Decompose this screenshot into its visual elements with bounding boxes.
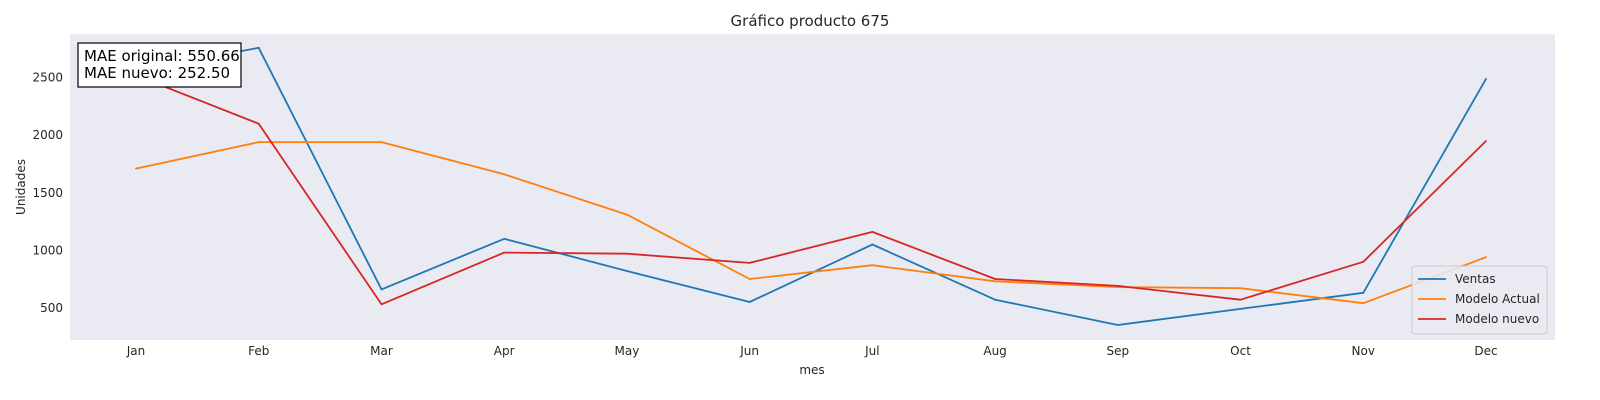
- data-point-modelo-actual: [1362, 302, 1365, 305]
- plot-area: [70, 34, 1555, 340]
- series-layer: [135, 46, 1487, 326]
- data-point-modelo-nuevo: [626, 252, 628, 255]
- chart-title: Gráfico producto 675: [731, 12, 890, 30]
- data-point-ventas: [1116, 324, 1119, 326]
- data-point-modelo-nuevo: [503, 251, 506, 254]
- data-point-modelo-nuevo: [257, 122, 260, 125]
- legend-box: [1411, 265, 1548, 335]
- data-point-modelo-nuevo: [1362, 260, 1365, 263]
- legend-label: Modelo Actual: [1455, 292, 1540, 306]
- data-point-modelo-nuevo: [748, 262, 751, 264]
- data-point-modelo-actual: [626, 213, 628, 216]
- x-tick-label: Jun: [739, 344, 759, 358]
- data-point-ventas: [1485, 77, 1487, 80]
- data-point-modelo-actual: [871, 264, 874, 267]
- x-axis-ticks: Jan Feb Mar Apr May Jun Jul Aug Sep Oct Nov Dec: [126, 344, 1498, 358]
- y-tick-label: 2500: [32, 71, 63, 85]
- annotation-line-1: MAE original: 550.66: [84, 47, 240, 65]
- data-point-modelo-actual: [257, 141, 260, 144]
- x-axis-label: mes: [799, 363, 824, 377]
- annotation-box: [77, 42, 242, 88]
- data-point-modelo-actual: [135, 167, 137, 170]
- x-tick-label: Oct: [1230, 344, 1251, 358]
- data-point-modelo-nuevo: [1239, 298, 1242, 301]
- y-tick-label: 1500: [32, 186, 63, 200]
- data-point-ventas: [1239, 308, 1242, 310]
- data-point-modelo-nuevo: [380, 303, 383, 306]
- data-point-modelo-actual: [994, 280, 996, 283]
- data-point-ventas: [380, 288, 383, 291]
- data-point-modelo-nuevo: [1485, 140, 1487, 142]
- data-point-modelo-actual: [1485, 256, 1487, 259]
- data-point-modelo-nuevo: [994, 278, 996, 280]
- data-point-ventas: [503, 237, 506, 240]
- data-point-ventas: [1362, 291, 1365, 294]
- data-point-modelo-nuevo: [1116, 285, 1119, 287]
- series-line-ventas: [135, 46, 1487, 326]
- x-tick-label: Jan: [126, 344, 146, 358]
- data-point-modelo-actual: [380, 141, 383, 144]
- data-point-ventas: [871, 243, 874, 246]
- x-tick-label: Sep: [1107, 344, 1130, 358]
- data-point-ventas: [626, 270, 628, 272]
- x-tick-label: Aug: [983, 344, 1006, 358]
- x-tick-label: Mar: [370, 344, 393, 358]
- y-axis-ticks: 500 1000 1500 2000 2500: [32, 71, 63, 315]
- series-line-modelo-nuevo: [135, 74, 1487, 306]
- x-tick-label: Nov: [1352, 344, 1375, 358]
- x-tick-label: Apr: [494, 344, 515, 358]
- data-point-ventas: [748, 301, 751, 303]
- y-tick-label: 1000: [32, 243, 63, 257]
- data-point-modelo-nuevo: [871, 230, 874, 233]
- mae-annotation: MAE original: 550.66 MAE nuevo: 252.50: [77, 42, 242, 88]
- data-point-modelo-actual: [1239, 287, 1242, 290]
- legend-label: Modelo nuevo: [1455, 312, 1539, 326]
- data-point-modelo-actual: [503, 173, 506, 176]
- x-tick-label: Jul: [864, 344, 879, 358]
- x-tick-label: May: [615, 344, 640, 358]
- series-line-modelo-actual: [135, 141, 1487, 305]
- x-tick-label: Feb: [248, 344, 269, 358]
- legend-label: Ventas: [1455, 272, 1496, 286]
- y-tick-label: 2000: [32, 128, 63, 142]
- data-point-ventas: [257, 46, 260, 49]
- annotation-line-2: MAE nuevo: 252.50: [84, 64, 230, 82]
- y-axis-label: Unidades: [14, 159, 28, 215]
- y-tick-label: 500: [40, 301, 63, 315]
- x-tick-label: Dec: [1474, 344, 1497, 358]
- data-point-ventas: [994, 298, 996, 301]
- legend: Ventas Modelo Actual Modelo nuevo: [1411, 265, 1548, 335]
- data-point-modelo-actual: [748, 278, 751, 280]
